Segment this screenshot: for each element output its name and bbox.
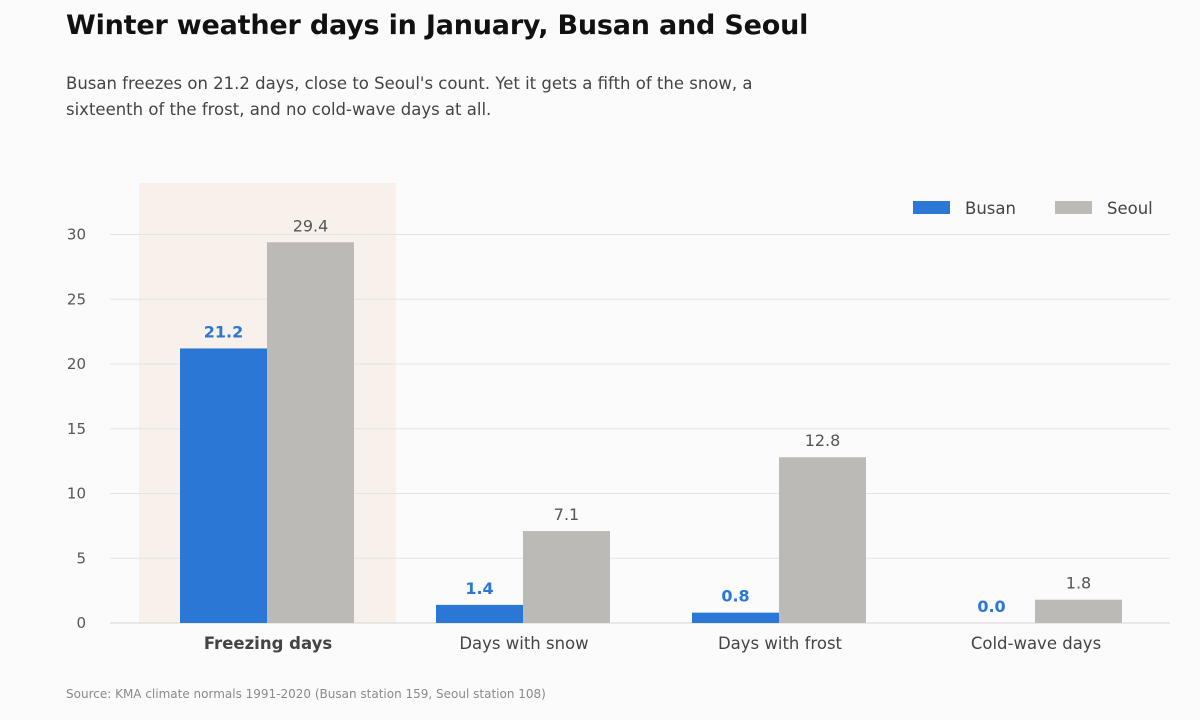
value-label-seoul-3: 12.8: [805, 431, 841, 450]
y-tick-label: 5: [76, 549, 86, 567]
chart-title: Winter weather days in January, Busan an…: [66, 10, 809, 41]
legend-label-seoul: Seoul: [1107, 199, 1153, 218]
bars: [180, 242, 1122, 623]
value-label-seoul-2: 7.1: [554, 505, 579, 524]
category-label-3: Days with frost: [718, 634, 843, 653]
y-tick-label: 15: [67, 420, 86, 438]
bar-busan-1: [180, 348, 267, 623]
source-note: Source: KMA climate normals 1991-2020 (B…: [66, 687, 546, 701]
bar-seoul-3: [779, 457, 866, 623]
value-label-busan-4: 0.0: [977, 597, 1005, 616]
bar-busan-3: [692, 612, 779, 623]
legend-label-busan: Busan: [965, 199, 1016, 218]
value-label-seoul-4: 1.8: [1066, 574, 1091, 593]
category-labels: Freezing days Days with snow Days with fro…: [204, 634, 1101, 653]
legend-swatch-seoul: [1055, 201, 1092, 214]
y-tick-label: 20: [67, 355, 86, 373]
legend: Busan Seoul: [913, 199, 1153, 218]
y-tick-label: 25: [67, 290, 86, 308]
y-axis-ticks: 0 5 10 15 20 25 30: [67, 226, 86, 633]
y-tick-label: 10: [67, 485, 86, 503]
value-label-busan-2: 1.4: [465, 579, 493, 598]
value-label-busan-3: 0.8: [721, 587, 749, 606]
value-labels: 21.2 29.4 1.4 7.1 0.8 12.8 0.0 1.8: [204, 216, 1091, 616]
category-label-2: Days with snow: [459, 634, 588, 653]
y-tick-label: 30: [67, 226, 86, 244]
bar-busan-2: [436, 604, 523, 623]
bar-seoul-1: [267, 242, 354, 623]
legend-swatch-busan: [913, 201, 950, 214]
chart-subtitle: Busan freezes on 21.2 days, close to Seo…: [66, 74, 753, 119]
value-label-seoul-1: 29.4: [293, 216, 329, 235]
bar-seoul-2: [523, 531, 610, 623]
bar-seoul-4: [1035, 599, 1122, 623]
y-tick-label: 0: [76, 614, 86, 632]
value-label-busan-1: 21.2: [204, 322, 243, 341]
category-label-4: Cold-wave days: [971, 634, 1101, 653]
category-label-1: Freezing days: [204, 634, 332, 653]
